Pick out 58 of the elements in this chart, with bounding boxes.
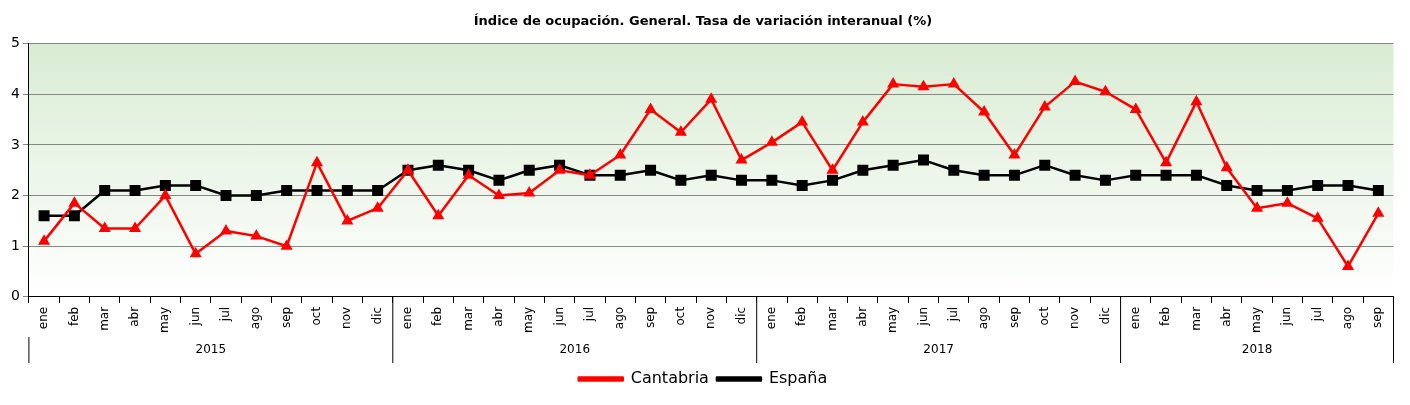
x-tick-label: ago — [248, 306, 263, 330]
x-tick-label: jun — [187, 306, 202, 327]
x-tick-label: jul — [582, 306, 597, 323]
text: 2015 — [195, 342, 227, 357]
text: 2017 — [923, 342, 954, 357]
x-tick-label: jun — [1279, 306, 1294, 327]
y-tick-label: 0 — [10, 287, 20, 304]
x-tick-label: dic — [369, 306, 384, 325]
x-tick-label: may — [1249, 306, 1264, 334]
x-tick-label: mar — [460, 306, 475, 331]
x-tick-label: abr — [1218, 306, 1233, 327]
x-tick-label: feb — [430, 306, 445, 327]
x-tick-label: jul — [945, 306, 960, 323]
legend-label: Cantabria — [630, 368, 709, 388]
y-tick-label: 3 — [10, 135, 20, 152]
x-tick-label: may — [157, 306, 172, 334]
x-tick-label: jul — [1309, 306, 1324, 323]
x-tick-label: jun — [915, 306, 930, 327]
x-tick-label: ene — [763, 306, 778, 330]
x-tick-label: feb — [66, 306, 81, 327]
legend-label: España — [768, 368, 828, 388]
x-tick-label: ene — [400, 306, 415, 330]
x-tick-label: sep — [642, 306, 657, 329]
x-tick-label: ago — [612, 306, 627, 330]
x-tick-label: oct — [1036, 306, 1051, 326]
text: 2016 — [559, 342, 591, 357]
x-tick-label: nov — [339, 306, 354, 329]
x-tick-label: abr — [854, 306, 869, 327]
x-tick-label: may — [885, 306, 900, 334]
y-tick-label: 1 — [10, 236, 20, 253]
x-tick-label: dic — [1097, 306, 1112, 325]
x-tick-label: jul — [218, 306, 233, 323]
x-tick-label: jun — [551, 306, 566, 327]
x-tick-label: ago — [1340, 306, 1355, 330]
x-tick-label: mar — [1188, 306, 1203, 331]
y-tick-label: 4 — [10, 84, 20, 101]
y-tick-label: 2 — [10, 186, 20, 203]
text: 2018 — [1241, 342, 1273, 357]
x-tick-label: abr — [491, 306, 506, 327]
x-tick-label: oct — [309, 306, 324, 326]
x-tick-label: mar — [824, 306, 839, 331]
x-tick-label: ene — [1127, 306, 1142, 330]
x-tick-label: sep — [1370, 306, 1385, 329]
x-tick-label: mar — [96, 306, 111, 331]
y-tick-label: 5 — [10, 34, 20, 51]
x-tick-label: dic — [733, 306, 748, 325]
x-tick-label: oct — [673, 306, 687, 326]
x-tick-label: nov — [703, 306, 718, 329]
chart-title: Índice de ocupación. General. Tasa de variación interanual (%) — [473, 13, 933, 29]
x-tick-label: feb — [1158, 306, 1173, 327]
x-tick-label: ago — [976, 306, 991, 330]
x-tick-label: ene — [36, 306, 51, 330]
x-tick-label: feb — [794, 306, 809, 327]
x-tick-label: may — [521, 306, 536, 334]
x-tick-label: sep — [1006, 306, 1021, 329]
x-tick-label: abr — [127, 306, 142, 327]
x-tick-label: sep — [278, 306, 293, 329]
x-tick-label: nov — [1067, 306, 1082, 329]
